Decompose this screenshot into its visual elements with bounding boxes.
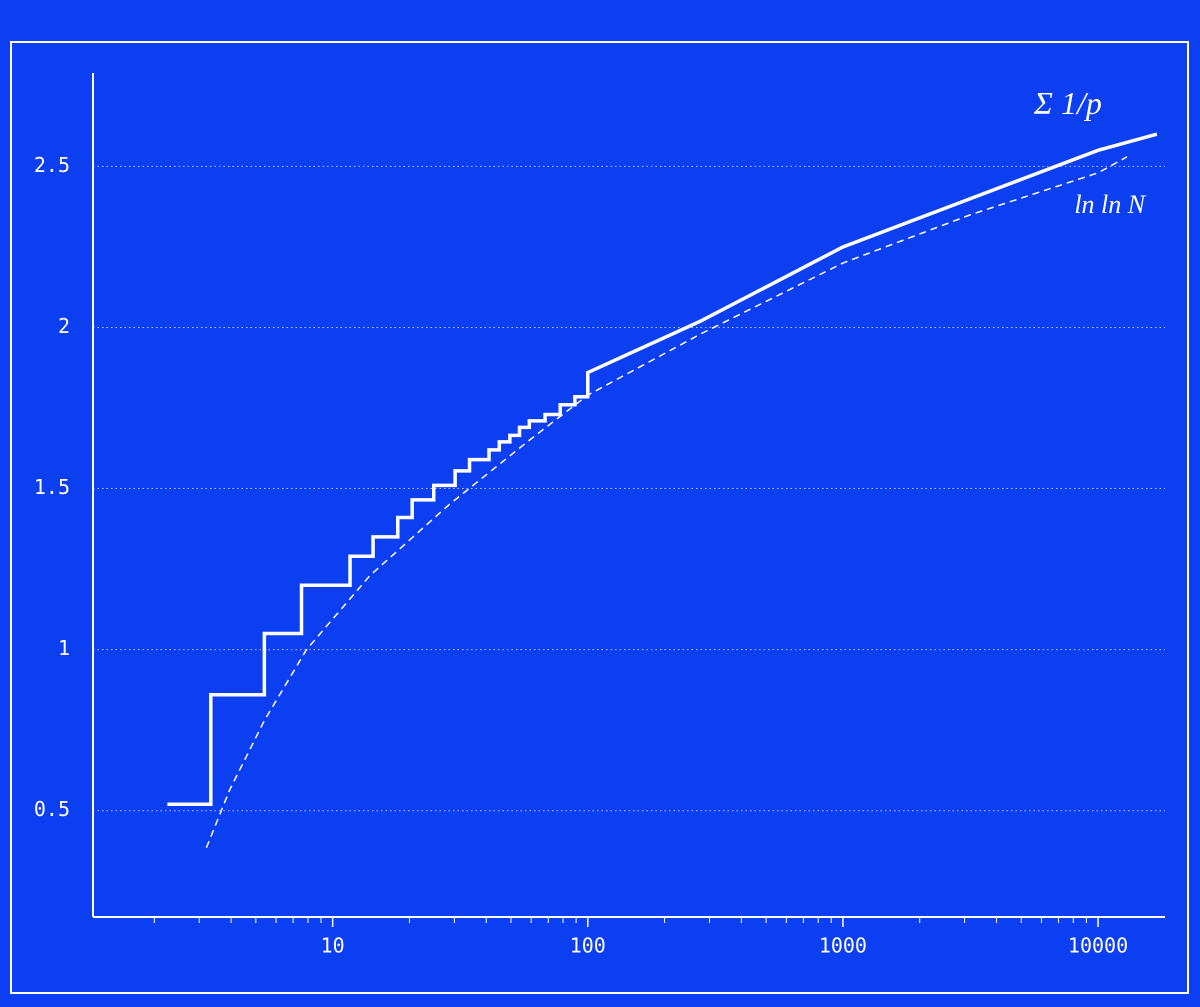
x-tick-label: 1000 [819, 934, 867, 958]
y-tick-label: 0.5 [34, 797, 70, 821]
x-tick-label: 10 [321, 934, 345, 958]
y-tick-label: 1 [58, 636, 70, 660]
y-tick-label: 2 [58, 314, 70, 338]
x-tick-label: 10000 [1068, 934, 1128, 958]
frame [10, 41, 1189, 994]
sum-line [167, 132, 1158, 807]
x-tick-label: 100 [570, 934, 606, 958]
y-tick-label: 1.5 [34, 475, 70, 499]
lnln-line [205, 156, 1128, 849]
series-label: ln ln N [1074, 190, 1146, 219]
y-tick-label: 2.5 [34, 153, 70, 177]
series-label: Σ 1/p [1033, 85, 1102, 121]
